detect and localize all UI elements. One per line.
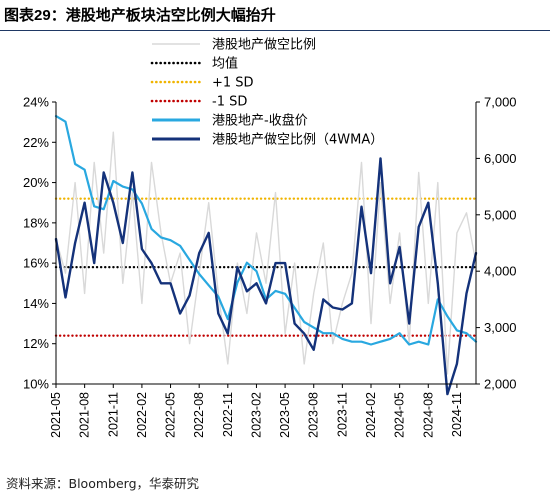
title-rule [0,30,550,31]
right-tick-label: 2,000 [484,377,517,392]
legend-label-4: 港股地产-收盘价 [212,113,308,129]
x-tick-label: 2024-11 [450,392,464,437]
reference-lines [54,197,478,337]
left-tick-label: 14% [23,296,49,311]
right-tick-label: 4,000 [484,264,517,279]
line-chart: 10% 12% 14% 16% 18% 20% 22% 24% 2,000 3,000 4,000 5… [23,38,517,438]
series-lines [54,114,478,396]
right-tick-label: 6,000 [484,151,517,166]
legend-label-1: 均值 [212,56,238,72]
left-tick-label: 22% [23,135,49,150]
legend-label-2: +1 SD [212,76,254,91]
x-tick-label: 2023-11 [335,392,349,437]
left-tick-label: 10% [23,377,49,392]
right-tick-label: 5,000 [484,207,517,222]
x-tick-label: 2022-08 [192,392,206,438]
legend-label-0: 港股地产做空比例 [212,38,316,53]
legend-label-3: -1 SD [212,95,247,110]
left-tick-label: 20% [23,175,49,190]
title-separator: ： [50,6,66,24]
x-tick-label: 2022-11 [221,392,235,437]
source-note: 资料来源：Bloomberg，华泰研究 [6,476,199,491]
legend-label-5: 港股地产做空比例（4WMA） [212,133,383,148]
series-line-0 [55,131,477,375]
left-tick-label: 24% [23,95,49,110]
x-tick-label: 2021-11 [106,392,120,437]
x-tick-label: 2024-05 [393,392,407,438]
right-tick-label: 7,000 [484,95,517,110]
x-tick-label: 2021-08 [78,392,92,438]
x-tick-label: 2021-05 [49,392,63,438]
left-tick-label: 16% [23,256,49,271]
x-tick-label: 2023-05 [278,392,292,438]
x-tick-label: 2022-02 [135,392,149,438]
x-tick-label: 2024-02 [364,392,378,438]
series-line-2 [54,157,478,396]
figure-title: 图表29：港股地产板块沽空比例大幅抬升 [4,2,546,28]
right-tick-label: 3,000 [484,320,517,335]
figure-number: 29 [34,7,51,24]
x-tick-label: 2022-05 [164,392,178,438]
axes: 10% 12% 14% 16% 18% 20% 22% 24% 2,000 3,000 4,000 5… [23,95,517,438]
x-tick-label: 2024-08 [421,392,435,438]
left-tick-label: 12% [23,336,49,351]
figure-label: 图表 [4,6,35,24]
x-tick-label: 2023-02 [249,392,263,438]
x-tick-label: 2023-08 [307,392,321,438]
figure-title-text: 港股地产板块沽空比例大幅抬升 [65,6,276,24]
left-tick-label: 18% [23,215,49,230]
